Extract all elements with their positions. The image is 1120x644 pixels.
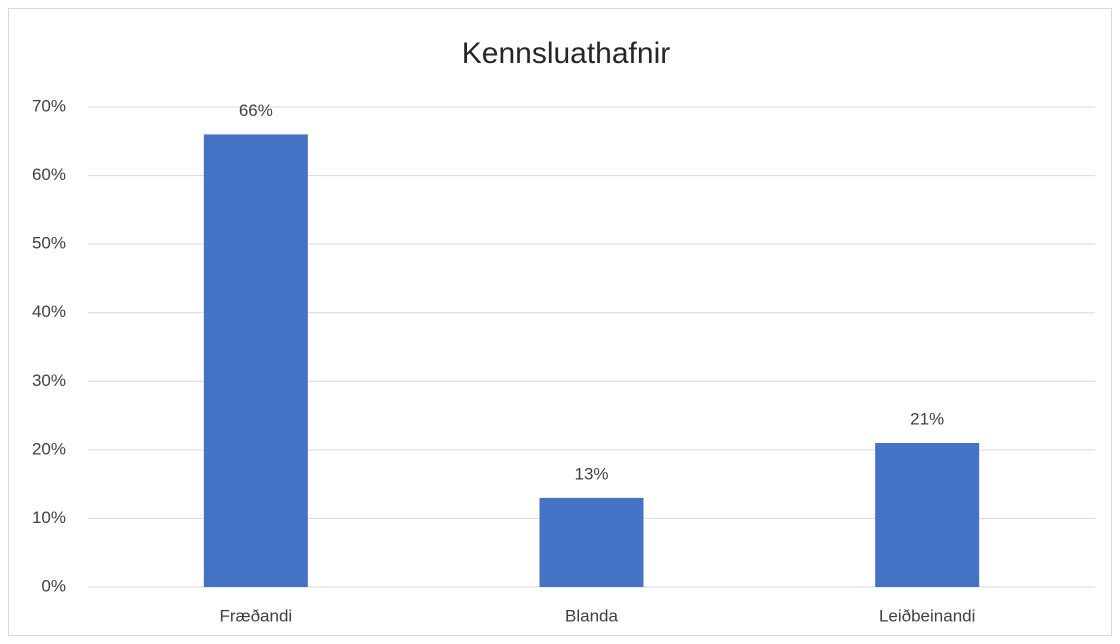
y-tick-label: 10%: [32, 508, 66, 527]
bar: [875, 443, 980, 587]
bar: [539, 497, 644, 587]
data-label: 13%: [574, 464, 608, 483]
y-tick-label: 60%: [32, 165, 66, 184]
data-label: 66%: [239, 101, 273, 120]
chart-title: Kennsluathafnir: [462, 37, 670, 70]
data-label: 21%: [910, 409, 944, 428]
y-tick-label: 30%: [32, 371, 66, 390]
x-tick-label: Blanda: [565, 606, 618, 625]
bar: [203, 134, 308, 587]
x-tick-label: Fræðandi: [219, 606, 292, 625]
y-tick-label: 50%: [32, 234, 66, 253]
y-tick-label: 70%: [32, 96, 66, 115]
y-tick-label: 20%: [32, 439, 66, 458]
y-tick-label: 0%: [41, 576, 66, 595]
x-tick-label: Leiðbeinandi: [879, 606, 975, 625]
y-tick-label: 40%: [32, 302, 66, 321]
